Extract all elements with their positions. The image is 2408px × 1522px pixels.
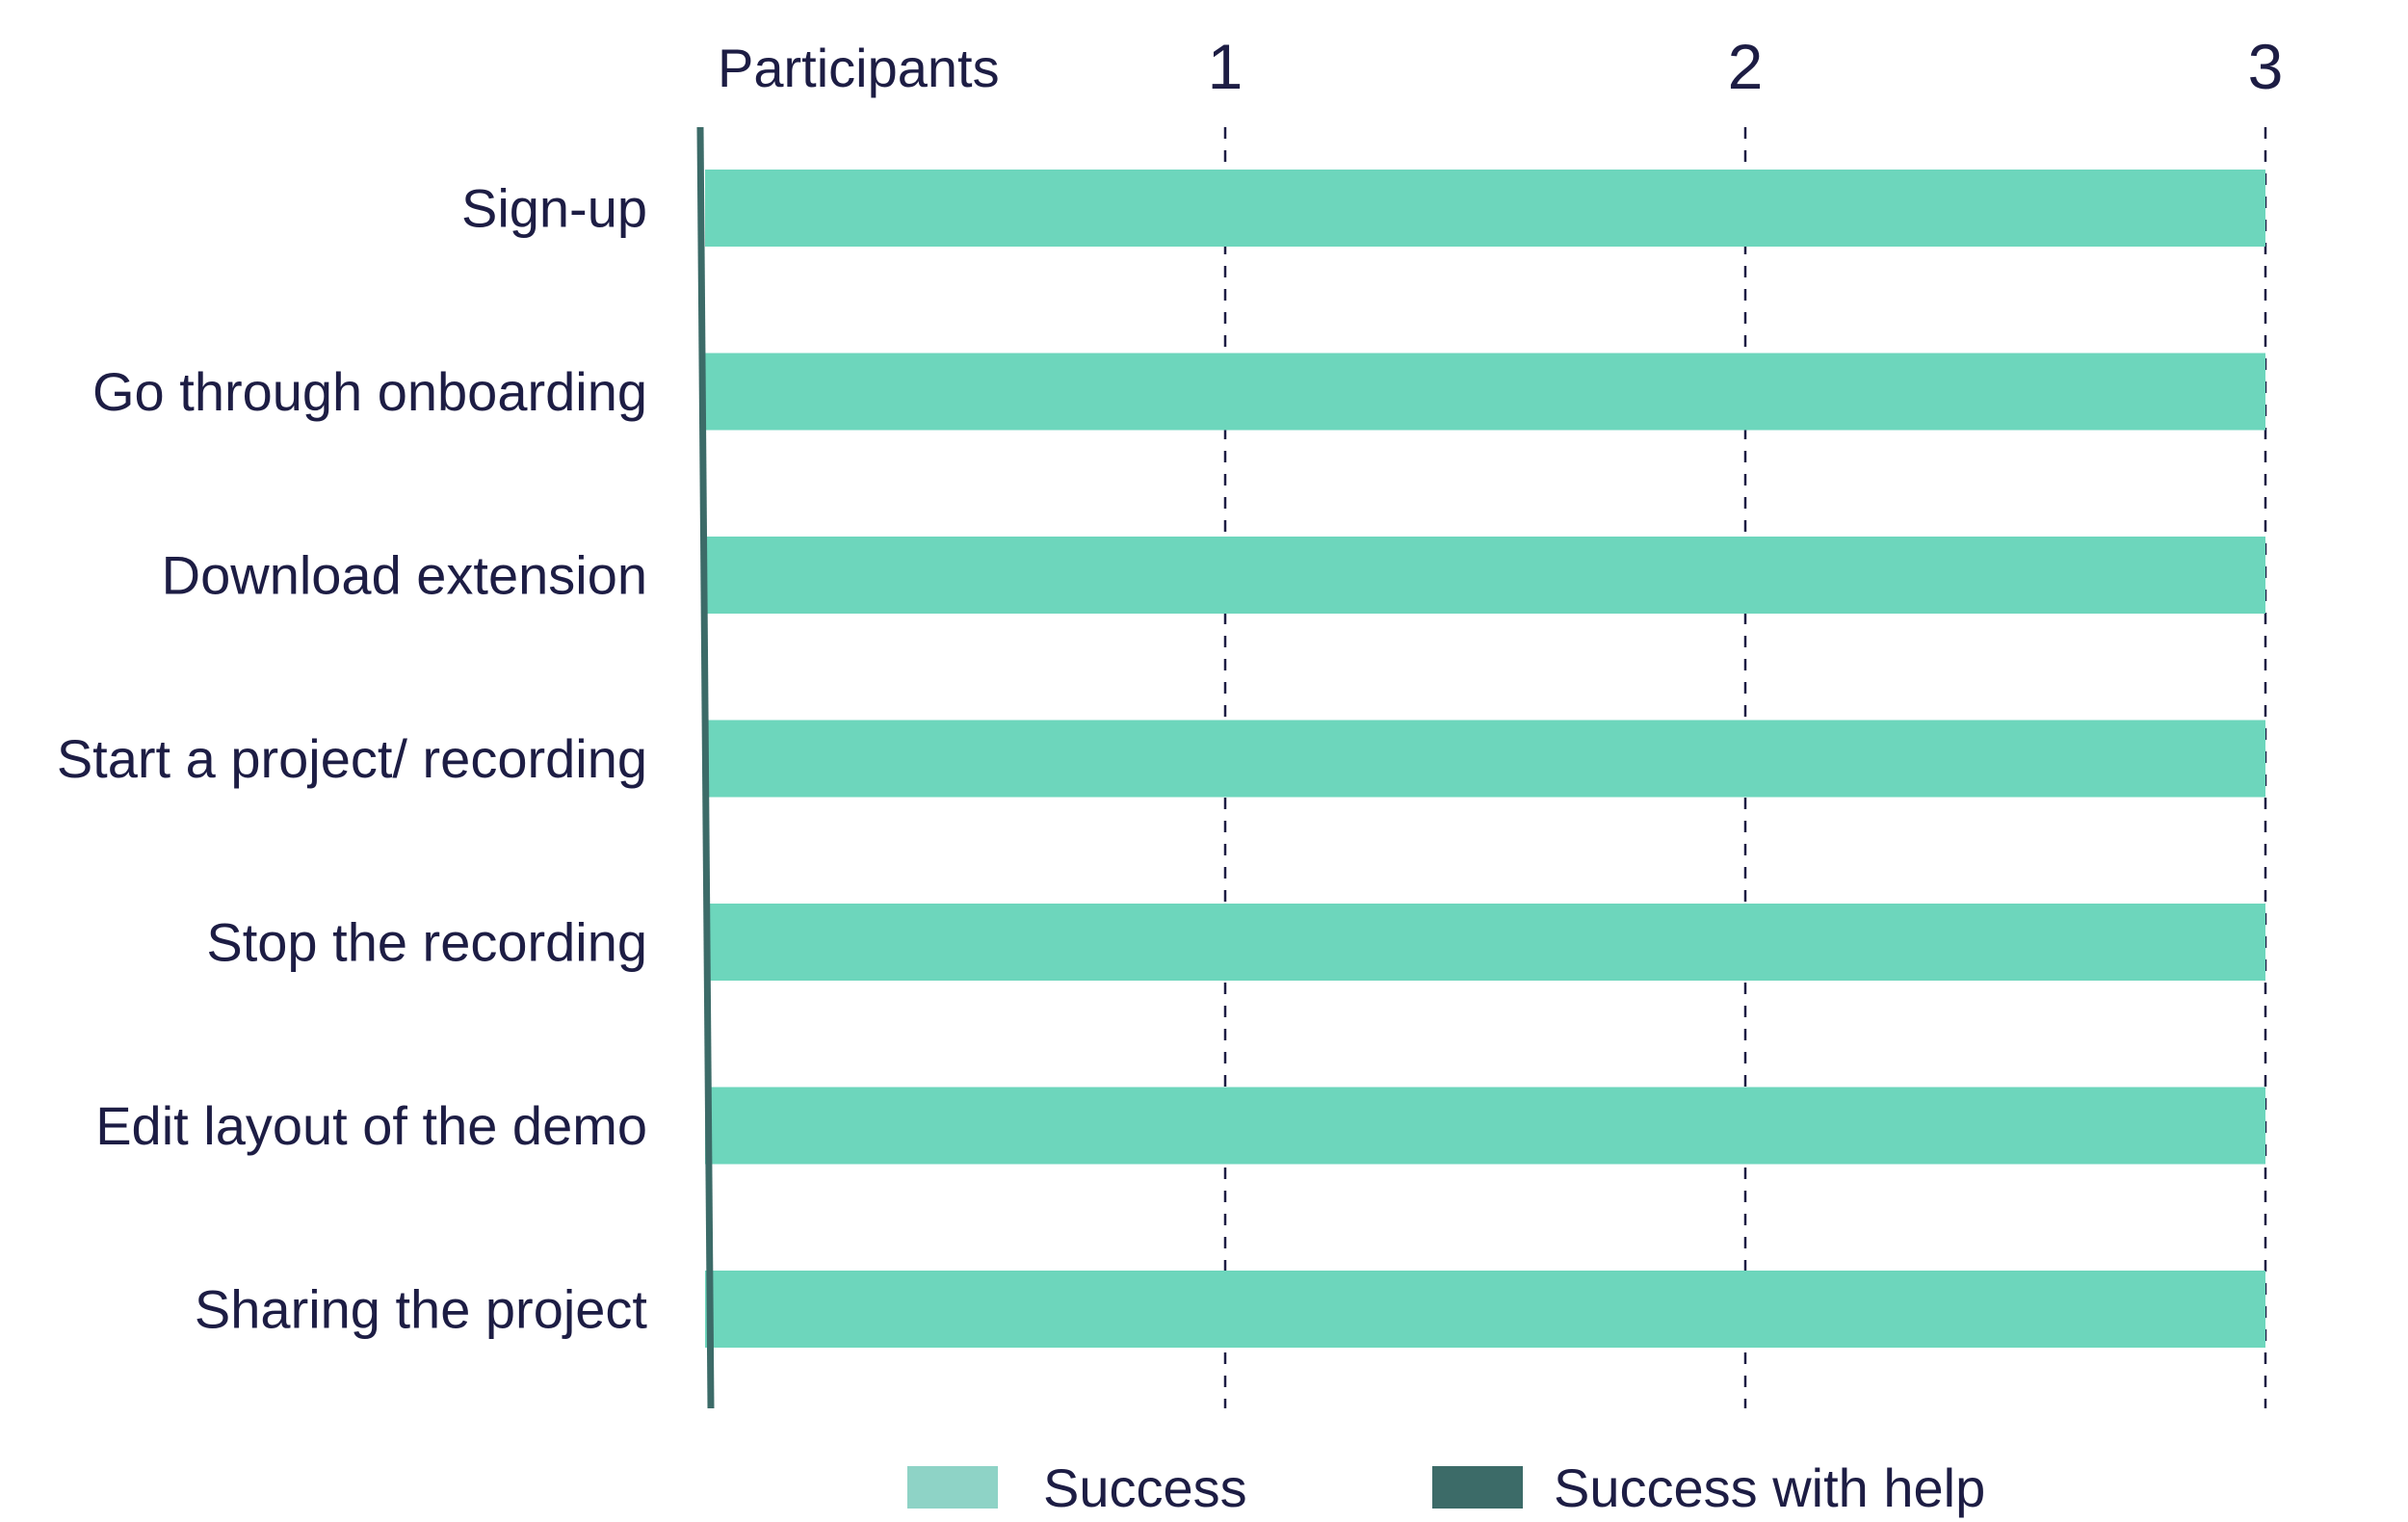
bar-success-2 [705, 537, 2265, 614]
legend-item-success: Success [907, 1457, 1247, 1518]
legend: Success Success with help [907, 1457, 1985, 1518]
category-label: Edit layout of the demo [95, 1095, 647, 1156]
axis-title: Participants [718, 38, 1000, 98]
bar-success-4 [705, 904, 2265, 981]
x-tick-label-1: 1 [1208, 31, 1243, 102]
legend-item-success-with-help: Success with help [1432, 1457, 1985, 1518]
grid-lines [1223, 127, 2267, 1408]
bar-success-6 [705, 1271, 2265, 1348]
category-label: Sharing the project [195, 1279, 648, 1340]
category-label: Download extension [162, 545, 647, 606]
bar-success-0 [705, 170, 2265, 247]
x-tick-label-3: 3 [2248, 31, 2284, 102]
legend-label: Success [1043, 1457, 1247, 1518]
x-tick-labels: 1 2 3 [1208, 31, 2284, 102]
category-label: Stop the recording [206, 912, 647, 973]
y-axis-line [696, 126, 715, 1409]
legend-swatch [907, 1466, 998, 1509]
category-label: Sign-up [461, 178, 647, 239]
bar-success-5 [705, 1087, 2265, 1165]
category-label: Go through onboarding [92, 361, 647, 422]
bar-success-3 [705, 720, 2265, 798]
bar-success-1 [705, 353, 2265, 431]
legend-label: Success with help [1554, 1457, 1985, 1518]
category-label: Start a project/ recording [57, 728, 647, 789]
bars [705, 170, 2265, 1348]
x-tick-label-2: 2 [1728, 31, 1764, 102]
category-labels: Sign-up Go through onboarding Download ext… [57, 178, 648, 1340]
legend-swatch [1432, 1466, 1523, 1509]
